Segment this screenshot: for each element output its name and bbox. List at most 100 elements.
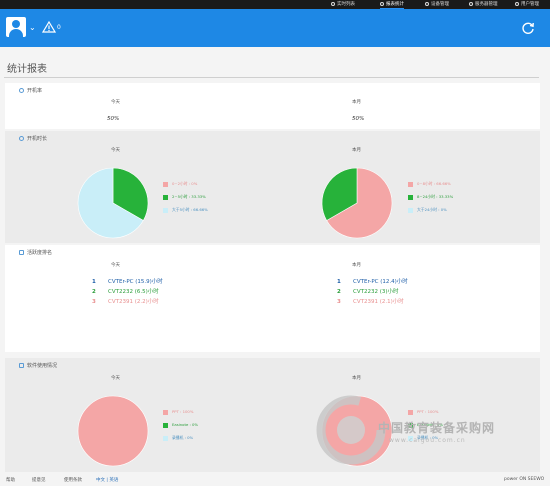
footer: 帮助 提意见 使用条款 中文 | 英语 power ON SEEWO [0,474,550,486]
rank-row: 1 CVTEr-PC (12.4)小时 [337,277,408,287]
clock-icon [380,1,384,6]
list-icon [331,1,335,6]
legend-label: 0~2小时 : 0% [172,181,198,186]
nav-item-users[interactable]: 用户管理 [515,0,539,9]
rank-number: 1 [337,279,341,285]
rank-row: 3 CVT2391 (2.1)小时 [337,297,408,307]
today-label: 今天 [111,376,120,381]
legend-item: 0~2小时 : 0% [163,177,208,190]
legend-label: 大于24小时 : 0% [417,207,447,212]
section-heading: 软件使用情况 [19,362,57,369]
legend-label: 8~24小时 : 33.33% [417,194,454,199]
legend-label: 录播机 : 0% [417,435,439,440]
nav-item-reports[interactable]: 报表统计 [380,0,404,9]
section-heading: 活跃度排名 [19,249,52,256]
app-header: ⌄ 0 [0,9,550,47]
avatar-body [9,29,23,37]
legend-item: PPT : 100% [163,405,198,418]
warning-icon[interactable] [42,21,56,33]
rank-number: 2 [337,289,341,295]
section-boot-duration: 开机时长 今天 本月 0~2小时 : 0% 2~5小时 : 33.33% 大于5… [5,131,540,243]
legend-swatch [163,409,168,415]
rank-row: 3 CVT2391 (2.2)小时 [92,297,163,307]
section-title: 活跃度排名 [27,250,53,256]
duration-month-pie-chart [321,167,393,239]
nav-item-servers[interactable]: 服务器管理 [469,0,498,9]
refresh-icon[interactable] [521,21,535,35]
footer-help-link[interactable]: 帮助 [6,478,15,483]
month-label: 本月 [352,100,361,105]
legend-swatch [408,181,413,187]
footer-language-switch[interactable]: 中文 | 英语 [96,478,119,483]
nav-item-label: 服务器管理 [475,2,498,7]
legend-swatch [163,435,168,441]
legend-label: 录播机 : 0% [172,435,194,440]
nav-item-label: 用户管理 [521,2,539,7]
avatar[interactable] [6,17,26,37]
rank-row: 2 CVT2232 (3)小时 [337,287,408,297]
duration-today-legend: 0~2小时 : 0% 2~5小时 : 33.33% 大于5小时 : 66.66% [163,177,208,216]
duration-month-legend: 0~8小时 : 66.66% 8~24小时 : 33.33% 大于24小时 : … [408,177,453,216]
pie-slice-PPT [77,395,149,467]
legend-label: PPT : 100% [172,409,194,414]
watermark-title: 中国教育装备采购网 [378,421,496,435]
legend-item: Easinote : 0% [408,418,443,431]
rank-row: 1 CVTEr-PC (15.9)小时 [92,277,163,287]
section-boot-rate: 开机率 今天 本月 50% 50% [5,83,540,129]
page-title: 统计报表 [7,64,47,75]
legend-item: 2~5小时 : 33.33% [163,190,208,203]
watermark-url: www.caigou.com.cn [389,437,466,444]
month-rank-list: 1 CVTEr-PC (12.4)小时 2 CVT2232 (3)小时 3 CVT23… [337,277,408,307]
watermark-center [337,416,365,444]
pie-slice-2~5小时 [112,167,149,221]
section-title: 软件使用情况 [27,363,58,369]
pie-slice-0~8小时 [326,167,393,239]
software-month-legend: PPT : 100% Easinote : 0% 录播机 : 0% [408,405,443,444]
legend-item: PPT : 100% [408,405,443,418]
legend-label: PPT : 100% [417,409,439,414]
top-nav-bar: 实时列表 报表统计 设备管理 服务器管理 用户管理 [0,0,550,9]
section-software-usage: 软件使用情况 今天 本月 PPT : 100% Easinote : 0% 录播… [5,358,540,472]
chevron-down-icon[interactable]: ⌄ [29,23,36,32]
rank-device: CVT2232 (6.5)小时 [108,289,159,295]
month-label: 本月 [352,263,361,268]
legend-swatch [163,194,168,200]
gear-icon [425,1,429,6]
section-title: 开机率 [27,88,43,94]
rank-number: 1 [92,279,96,285]
user-icon [515,1,519,6]
legend-item: 大于24小时 : 0% [408,203,453,216]
rank-device: CVTEr-PC (15.9)小时 [108,279,163,285]
rank-device: CVT2391 (2.2)小时 [108,299,159,305]
rank-number: 3 [337,299,341,305]
watermark-ring [316,395,386,465]
legend-item: 录播机 : 0% [408,431,443,444]
footer-terms-link[interactable]: 使用条款 [64,478,82,483]
rank-device: CVT2391 (2.1)小时 [353,299,404,305]
legend-label: 2~5小时 : 33.33% [172,194,206,199]
footer-power: power ON SEEWO [504,477,545,482]
legend-swatch [408,435,413,441]
legend-swatch [163,207,168,213]
legend-swatch [408,207,413,213]
footer-suggest-link[interactable]: 提意见 [32,478,46,483]
month-label: 本月 [352,148,361,153]
section-heading: 开机率 [19,87,42,94]
nav-item-devices[interactable]: 设备管理 [425,0,449,9]
nav-item-label: 报表统计 [386,2,404,7]
legend-item: Easinote : 0% [163,418,198,431]
rank-row: 2 CVT2232 (6.5)小时 [92,287,163,297]
software-today-pie-chart [77,395,149,467]
today-label: 今天 [111,263,120,268]
section-title: 开机时长 [27,136,48,142]
nav-item-realtime[interactable]: 实时列表 [331,0,355,9]
today-label: 今天 [111,148,120,153]
server-icon [469,1,473,6]
watermark-logo [316,395,386,465]
section-activity-rank: 活跃度排名 今天 本月 1 CVTEr-PC (15.9)小时 2 CVT2232 … [5,245,540,352]
nav-item-label: 实时列表 [337,2,355,7]
legend-item: 8~24小时 : 33.33% [408,190,453,203]
legend-item: 录播机 : 0% [163,431,198,444]
rank-number: 3 [92,299,96,305]
rank-device: CVT2232 (3)小时 [353,289,399,295]
